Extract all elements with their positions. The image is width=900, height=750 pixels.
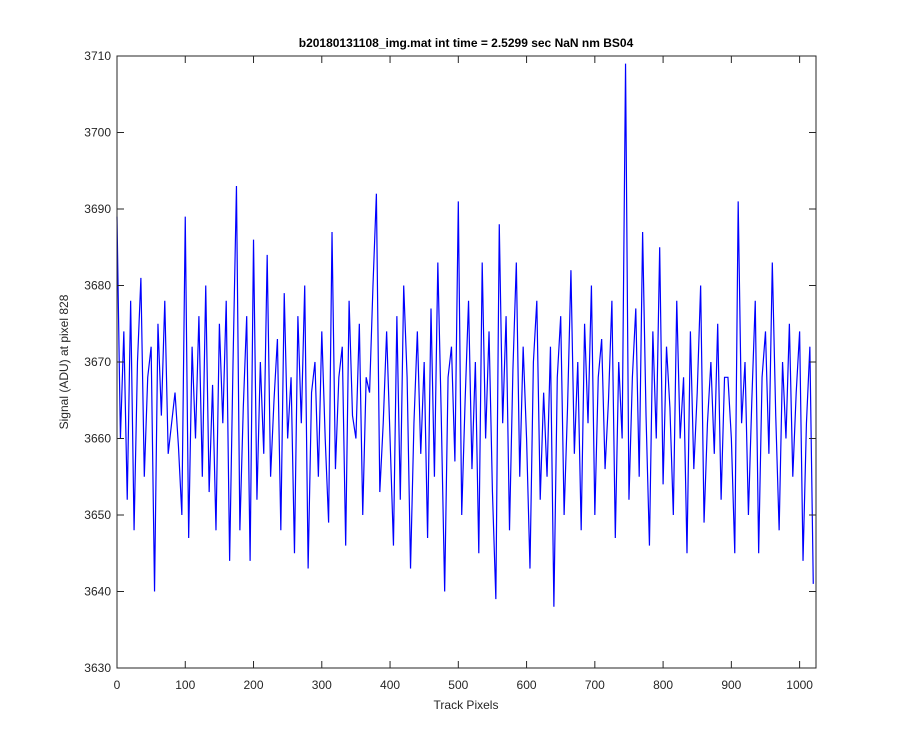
y-tick-label: 3640 (84, 585, 111, 599)
y-tick-label: 3650 (84, 508, 111, 522)
y-tick-label: 3660 (84, 432, 111, 446)
y-tick-label: 3700 (84, 126, 111, 140)
y-tick-label: 3670 (84, 355, 111, 369)
x-tick-label: 800 (653, 678, 673, 692)
y-tick-label: 3690 (84, 202, 111, 216)
x-tick-label: 500 (448, 678, 468, 692)
x-tick-label: 0 (114, 678, 121, 692)
y-tick-label: 3680 (84, 279, 111, 293)
x-tick-label: 600 (517, 678, 537, 692)
x-tick-label: 900 (721, 678, 741, 692)
y-tick-label: 3710 (84, 49, 111, 63)
data-line (116, 63, 814, 607)
x-tick-label: 100 (175, 678, 195, 692)
x-tick-label: 700 (585, 678, 605, 692)
x-tick-label: 200 (244, 678, 264, 692)
chart-title: b20180131108_img.mat int time = 2.5299 s… (299, 36, 634, 50)
x-tick-label: 300 (312, 678, 332, 692)
x-axis-label: Track Pixels (434, 698, 499, 712)
x-tick-label: 1000 (786, 678, 813, 692)
x-tick-label: 400 (380, 678, 400, 692)
y-axis-label: Signal (ADU) at pixel 828 (57, 294, 71, 429)
y-tick-label: 3630 (84, 661, 111, 675)
